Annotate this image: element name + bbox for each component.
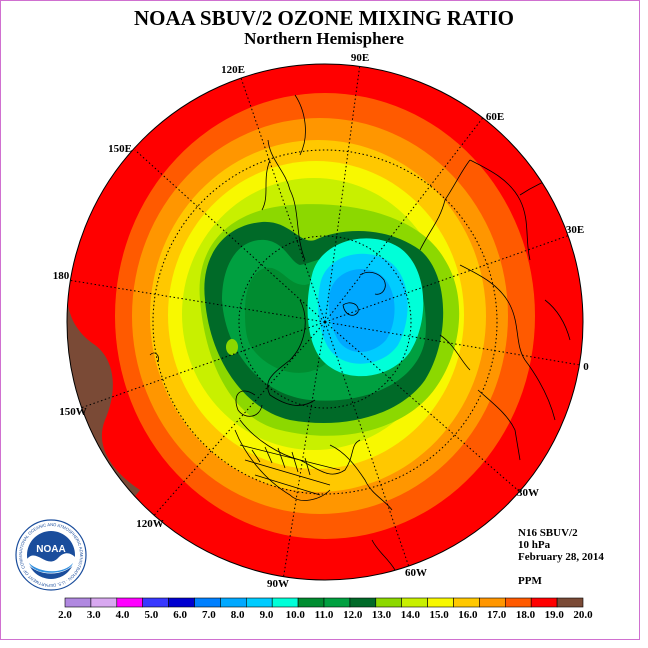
noaa-logo: NOAA NATIONAL OCEANIC AND ATMOSPHERIC AD… [15, 519, 87, 591]
colorbar-swatch [64, 597, 92, 608]
ozone-contours [67, 64, 583, 580]
colorbar-label: 13.0 [372, 609, 392, 621]
colorbar-label: 10.0 [286, 609, 306, 621]
lon-label-180: 180 [53, 270, 70, 282]
colorbar-swatch [530, 597, 558, 608]
colorbar-swatch [271, 597, 299, 608]
graticule [67, 64, 581, 580]
lon-label-120w: 120W [136, 518, 164, 530]
map-boundary [66, 63, 584, 581]
lon-label-150e: 150E [108, 143, 132, 155]
lon-label-120e: 120E [221, 64, 245, 76]
colorbar-label: 4.0 [116, 609, 130, 621]
colorbar-swatch [427, 597, 454, 608]
colorbar-label: 15.0 [429, 609, 449, 621]
colorbar-label: 17.0 [487, 609, 507, 621]
colorbar-label: 16.0 [458, 609, 478, 621]
colorbar-label: 8.0 [231, 609, 245, 621]
colorbar: 2.0 3.0 4.0 5.0 6.0 7.0 8.0 9.0 10.0 11.0 12.0 13.0… [58, 597, 593, 621]
page-title: NOAA SBUV/2 OZONE MIXING RATIO [134, 6, 514, 30]
page-subtitle: Northern Hemisphere [244, 29, 404, 48]
colorbar-swatch [142, 597, 169, 608]
colorbar-label: 11.0 [315, 609, 334, 621]
lon-label-60e: 60E [486, 111, 504, 123]
lon-label-90w: 90W [267, 578, 289, 590]
colorbar-label: 6.0 [173, 609, 187, 621]
colorbar-label: 5.0 [144, 609, 158, 621]
colorbar-label: 14.0 [401, 609, 421, 621]
figure-frame [0, 0, 640, 640]
colorbar-swatch [504, 597, 532, 608]
small-contour [226, 339, 238, 355]
colorbar-label: 20.0 [573, 609, 593, 621]
pressure-level-label: 10 hPa [518, 539, 551, 551]
colorbar-label: 12.0 [343, 609, 363, 621]
colorbar-swatch [297, 597, 325, 608]
longitude-labels: 90E 60E 30E 0 30W 60W 90W 120W 150W 180 … [53, 52, 590, 590]
colorbar-label: 9.0 [260, 609, 274, 621]
colorbar-swatch [479, 597, 506, 608]
lon-label-60w: 60W [405, 567, 427, 579]
colorbar-swatch [401, 597, 428, 608]
colorbar-swatch [375, 597, 402, 608]
lon-label-30w: 30W [517, 487, 539, 499]
colorbar-label: 7.0 [202, 609, 216, 621]
colorbar-label: 18.0 [516, 609, 536, 621]
colorbar-swatch [168, 597, 195, 608]
colorbar-swatch [556, 597, 584, 608]
colorbar-swatch [246, 597, 273, 608]
colorbar-swatch [220, 597, 247, 608]
lon-label-150w: 150W [59, 406, 87, 418]
lon-label-0: 0 [583, 361, 589, 373]
colorbar-label: 19.0 [545, 609, 565, 621]
colorbar-label: 2.0 [58, 609, 72, 621]
units-label: PPM [518, 575, 542, 587]
colorbar-swatch [323, 597, 351, 608]
coastlines [149, 94, 571, 571]
colorbar-label: 3.0 [87, 609, 101, 621]
colorbar-swatch [349, 597, 377, 608]
colorbar-swatch [194, 597, 221, 608]
colorbar-swatch [90, 597, 118, 608]
colorbar-swatch [116, 597, 144, 608]
instrument-label: N16 SBUV/2 [518, 527, 578, 539]
lon-label-90e: 90E [351, 52, 369, 64]
colorbar-swatch [453, 597, 480, 608]
date-label: February 28, 2014 [518, 551, 604, 563]
band-8 [328, 269, 395, 352]
logo-text: NOAA [36, 544, 65, 555]
lon-label-30e: 30E [566, 224, 584, 236]
